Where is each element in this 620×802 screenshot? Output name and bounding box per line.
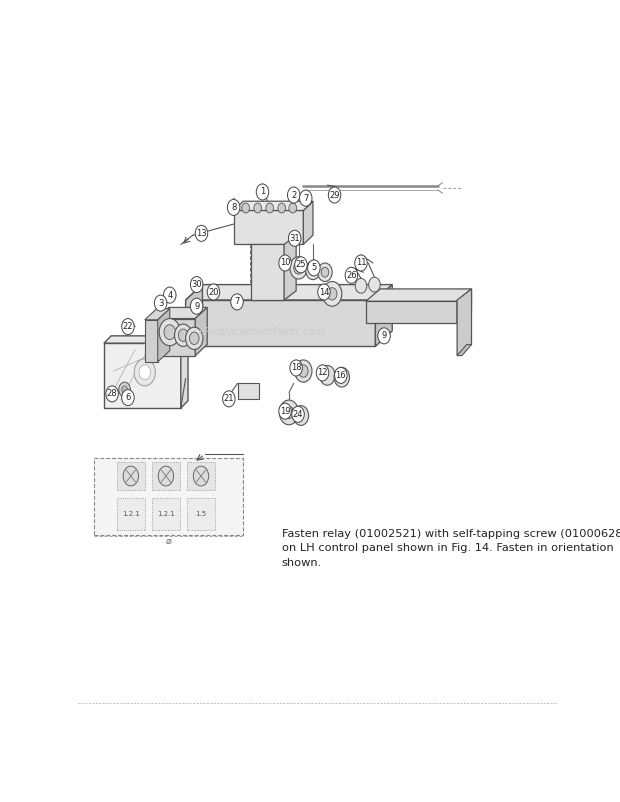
Circle shape bbox=[335, 367, 347, 383]
Polygon shape bbox=[104, 343, 181, 408]
Circle shape bbox=[294, 360, 312, 383]
Polygon shape bbox=[104, 336, 188, 343]
Text: 11: 11 bbox=[356, 258, 366, 268]
Circle shape bbox=[193, 466, 209, 486]
Circle shape bbox=[288, 230, 301, 246]
Text: 3: 3 bbox=[158, 298, 163, 308]
Polygon shape bbox=[195, 307, 207, 355]
Circle shape bbox=[322, 282, 342, 306]
Text: 25: 25 bbox=[296, 261, 306, 269]
Text: 6: 6 bbox=[125, 393, 131, 402]
Circle shape bbox=[316, 365, 329, 381]
Polygon shape bbox=[284, 235, 296, 300]
Circle shape bbox=[279, 255, 291, 271]
Polygon shape bbox=[234, 201, 313, 210]
Circle shape bbox=[320, 366, 335, 385]
Polygon shape bbox=[457, 345, 471, 355]
Text: 9: 9 bbox=[194, 302, 199, 310]
Circle shape bbox=[139, 365, 151, 379]
Text: 30: 30 bbox=[192, 280, 202, 289]
Polygon shape bbox=[157, 309, 170, 362]
Circle shape bbox=[278, 203, 286, 213]
Text: 1: 1 bbox=[260, 188, 265, 196]
Circle shape bbox=[334, 367, 350, 387]
Circle shape bbox=[317, 263, 332, 282]
Circle shape bbox=[317, 284, 330, 300]
Circle shape bbox=[266, 203, 273, 213]
FancyBboxPatch shape bbox=[152, 497, 180, 530]
Text: 28: 28 bbox=[107, 390, 117, 399]
Polygon shape bbox=[376, 285, 392, 346]
Circle shape bbox=[207, 284, 219, 300]
Circle shape bbox=[122, 390, 134, 406]
Circle shape bbox=[122, 386, 128, 393]
Polygon shape bbox=[457, 289, 471, 355]
Circle shape bbox=[294, 257, 307, 273]
FancyBboxPatch shape bbox=[117, 463, 145, 489]
Circle shape bbox=[279, 403, 291, 419]
Text: 8: 8 bbox=[231, 203, 236, 212]
FancyBboxPatch shape bbox=[117, 497, 145, 530]
Circle shape bbox=[321, 267, 329, 277]
Circle shape bbox=[195, 225, 208, 241]
Text: 10: 10 bbox=[280, 258, 290, 268]
Text: 14: 14 bbox=[319, 287, 329, 297]
Text: 24: 24 bbox=[293, 410, 303, 419]
Text: ⌀: ⌀ bbox=[166, 536, 172, 546]
Polygon shape bbox=[181, 336, 188, 408]
Circle shape bbox=[290, 257, 307, 279]
Circle shape bbox=[369, 277, 380, 292]
Text: 31: 31 bbox=[290, 233, 300, 243]
Text: 20: 20 bbox=[208, 287, 219, 297]
FancyBboxPatch shape bbox=[94, 457, 243, 535]
Circle shape bbox=[293, 406, 309, 425]
Text: 1.2.1: 1.2.1 bbox=[157, 511, 175, 516]
Circle shape bbox=[309, 265, 317, 275]
Polygon shape bbox=[185, 300, 376, 346]
Circle shape bbox=[294, 261, 303, 274]
Circle shape bbox=[164, 325, 175, 339]
Circle shape bbox=[355, 278, 367, 294]
Text: 18: 18 bbox=[291, 363, 301, 372]
Circle shape bbox=[306, 261, 320, 280]
Polygon shape bbox=[303, 201, 313, 245]
Polygon shape bbox=[366, 289, 471, 302]
Text: 5: 5 bbox=[311, 263, 317, 273]
Polygon shape bbox=[185, 285, 392, 300]
Text: 1.5: 1.5 bbox=[195, 511, 206, 516]
Text: 13: 13 bbox=[196, 229, 207, 238]
Circle shape bbox=[223, 391, 235, 407]
Circle shape bbox=[164, 287, 176, 303]
Text: Fasten relay (01002521) with self-tapping screw (01000628)
on LH control panel s: Fasten relay (01002521) with self-tappin… bbox=[281, 529, 620, 568]
Text: 21: 21 bbox=[224, 395, 234, 403]
Text: eReplacementParts.com: eReplacementParts.com bbox=[199, 327, 326, 337]
Circle shape bbox=[154, 295, 167, 311]
Circle shape bbox=[290, 360, 303, 376]
Circle shape bbox=[378, 328, 391, 344]
Polygon shape bbox=[457, 289, 471, 323]
Text: 7: 7 bbox=[234, 298, 240, 306]
Polygon shape bbox=[234, 210, 303, 245]
Text: 1.2.1: 1.2.1 bbox=[122, 511, 140, 516]
Circle shape bbox=[288, 187, 300, 203]
FancyBboxPatch shape bbox=[187, 463, 215, 489]
Circle shape bbox=[256, 184, 268, 200]
Circle shape bbox=[175, 324, 192, 346]
Polygon shape bbox=[157, 318, 195, 355]
Circle shape bbox=[355, 255, 367, 271]
Circle shape bbox=[242, 203, 249, 213]
Polygon shape bbox=[157, 307, 207, 318]
Circle shape bbox=[185, 327, 203, 350]
Text: 2: 2 bbox=[291, 191, 296, 200]
Polygon shape bbox=[252, 245, 284, 300]
Text: 29: 29 bbox=[329, 191, 340, 200]
Text: 19: 19 bbox=[280, 407, 290, 415]
Text: 26: 26 bbox=[346, 271, 356, 280]
Circle shape bbox=[106, 386, 118, 402]
Circle shape bbox=[119, 383, 130, 397]
Circle shape bbox=[231, 294, 243, 310]
Circle shape bbox=[134, 358, 156, 386]
Circle shape bbox=[190, 298, 203, 314]
Text: 9: 9 bbox=[381, 331, 387, 340]
Circle shape bbox=[254, 203, 262, 213]
